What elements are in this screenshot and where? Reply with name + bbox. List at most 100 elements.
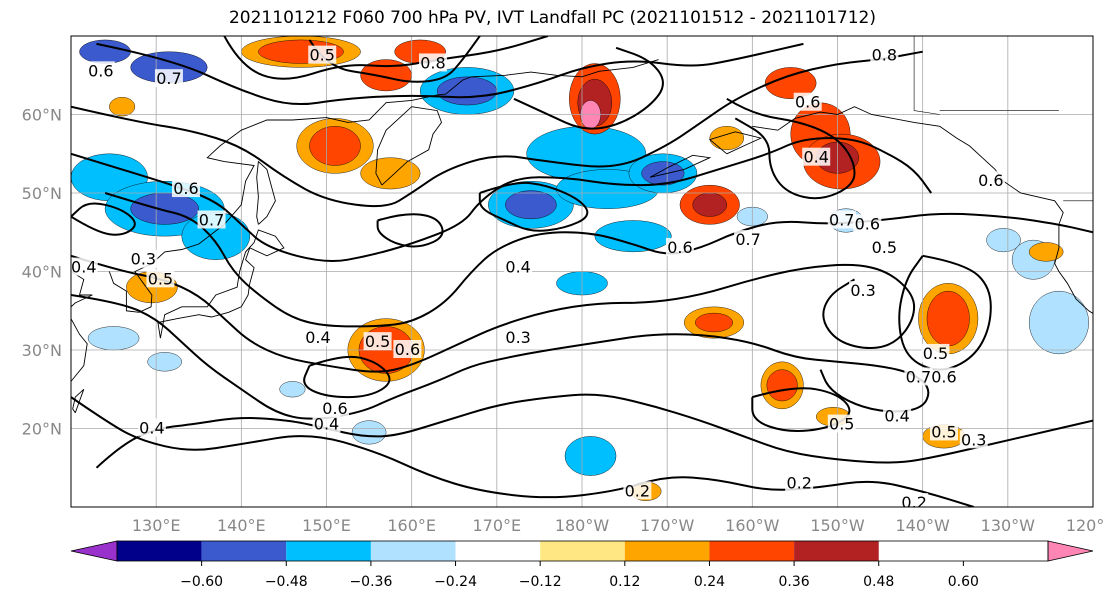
contour-label-mask — [623, 481, 652, 500]
contour-label: 0.7 — [829, 210, 854, 229]
contour-label-mask — [321, 398, 350, 417]
contour-label-mask — [849, 281, 878, 300]
contour-label-mask — [363, 332, 392, 351]
coastline — [708, 131, 763, 155]
contour-label-mask — [197, 210, 226, 229]
contour-label: 0.3 — [131, 250, 156, 269]
colorbar-segment — [117, 541, 202, 561]
shaded-blob — [279, 381, 306, 398]
pv-contour-line — [71, 254, 916, 373]
contour-label: 0.7 — [906, 367, 931, 386]
colorbar-tick-label: −0.36 — [349, 574, 392, 590]
pv-contour-line — [726, 97, 856, 200]
contour-label: 0.5 — [365, 332, 390, 351]
shaded-blob — [505, 190, 557, 220]
colorbar-extend-high — [1047, 540, 1094, 562]
contour-label-mask — [921, 343, 950, 362]
colorbar-tick-label: 0.48 — [863, 574, 894, 590]
contour-label-mask — [171, 179, 200, 198]
colorbar-tick-labels: −0.60 −0.48 −0.36 −0.24 −0.12 0.12 0.24 0.36 0.4… — [180, 561, 979, 590]
contour-label: 0.6 — [173, 179, 198, 198]
longitude-tick-labels: 130°E 140°E 150°E 160°E 170°E 180°W 170°W 160°W… — [132, 516, 1105, 535]
contour-label: 0.4 — [314, 415, 339, 434]
colorbar-segment — [540, 541, 625, 561]
colorbar-segment — [794, 541, 879, 561]
colorbar-extend-low — [70, 540, 118, 562]
shaded-blob — [692, 192, 727, 217]
pv-contour-line — [303, 355, 391, 399]
contour-label-mask — [827, 414, 856, 433]
pv-contour-line — [71, 137, 933, 262]
contour-label-mask — [665, 237, 694, 256]
lat-tick-label: 60°N — [22, 106, 62, 125]
colorbar-segment — [455, 541, 541, 561]
shaded-blob — [986, 228, 1021, 253]
contour-label: 0.7 — [735, 230, 760, 249]
colorbar-tick-label: 0.60 — [948, 574, 979, 590]
colorbar-segment — [624, 541, 710, 561]
colorbar — [70, 540, 1094, 562]
colorbar-tick-label: −0.48 — [265, 574, 308, 590]
contour-label: 0.4 — [884, 407, 909, 426]
contour-label: 0.5 — [923, 344, 948, 363]
shaded-blob — [437, 76, 498, 106]
pv-contour-line — [513, 46, 664, 130]
lon-tick-label: 130°E — [132, 516, 181, 535]
contour-label: 0.5 — [931, 422, 956, 441]
contour-label-mask — [853, 214, 882, 233]
contour-label: 0.8 — [872, 46, 897, 65]
contour-label-layer: 0.50.6 0.70.8 0.80.60.60.60.70.30.40.50.40… — [71, 45, 1005, 507]
coastline — [752, 106, 1093, 314]
contour-label: 0.5 — [310, 46, 335, 65]
shaded-blob — [764, 67, 817, 100]
shaded-blob — [147, 352, 182, 372]
contour-label: 0.3 — [505, 328, 530, 347]
lon-tick-label: 160°E — [387, 516, 436, 535]
colorbar-tick-label: −0.12 — [519, 574, 562, 590]
shaded-blob — [695, 312, 733, 333]
pv-contour-line — [308, 36, 481, 83]
pv-contour-line — [71, 50, 923, 208]
contour-label-mask — [137, 418, 166, 437]
pv-contour-line — [71, 202, 136, 236]
contour-label-mask — [959, 430, 988, 449]
lat-tick-label: 30°N — [22, 341, 62, 360]
contour-label: 0.2 — [625, 481, 650, 500]
shaded-blob — [641, 161, 685, 186]
contour-label: 0.8 — [420, 53, 445, 72]
shaded-blob — [79, 39, 131, 64]
contour-label-mask — [504, 257, 533, 276]
contour-label: 0.6 — [795, 93, 820, 112]
map-frame — [70, 35, 1094, 508]
contour-label: 0.6 — [88, 61, 113, 80]
political-border — [914, 110, 940, 115]
contour-label-mask — [802, 147, 831, 166]
pv-contour-line — [478, 181, 589, 232]
shaded-blob — [351, 420, 387, 445]
contour-label: 0.4 — [505, 258, 530, 277]
shaded-blob — [360, 157, 421, 190]
colorbar-frame — [116, 540, 1049, 562]
coastline — [375, 106, 443, 186]
lon-tick-label: 130°W — [981, 516, 1036, 535]
pv-contour-line — [376, 213, 444, 248]
contour-label: 0.5 — [829, 415, 854, 434]
contour-label-mask — [393, 340, 422, 358]
lon-tick-label: 170°W — [640, 516, 695, 535]
coastline — [157, 229, 285, 339]
contour-label-mask — [418, 53, 447, 72]
contour-label: 0.6 — [667, 238, 692, 257]
contour-label: 0.7 — [156, 69, 181, 88]
pv-contour-line — [223, 36, 549, 80]
shaded-blob — [87, 326, 140, 351]
contour-label-mask — [793, 92, 822, 111]
lon-tick-label: 140°W — [895, 516, 950, 535]
colorbar-segment — [286, 541, 371, 561]
contour-label: 0.3 — [850, 281, 875, 300]
contour-label: 0.6 — [931, 367, 956, 386]
contour-label: 0.6 — [322, 399, 347, 418]
shaded-blob — [309, 126, 361, 166]
shaded-blob — [766, 369, 798, 402]
contour-label: 0.4 — [139, 419, 164, 438]
